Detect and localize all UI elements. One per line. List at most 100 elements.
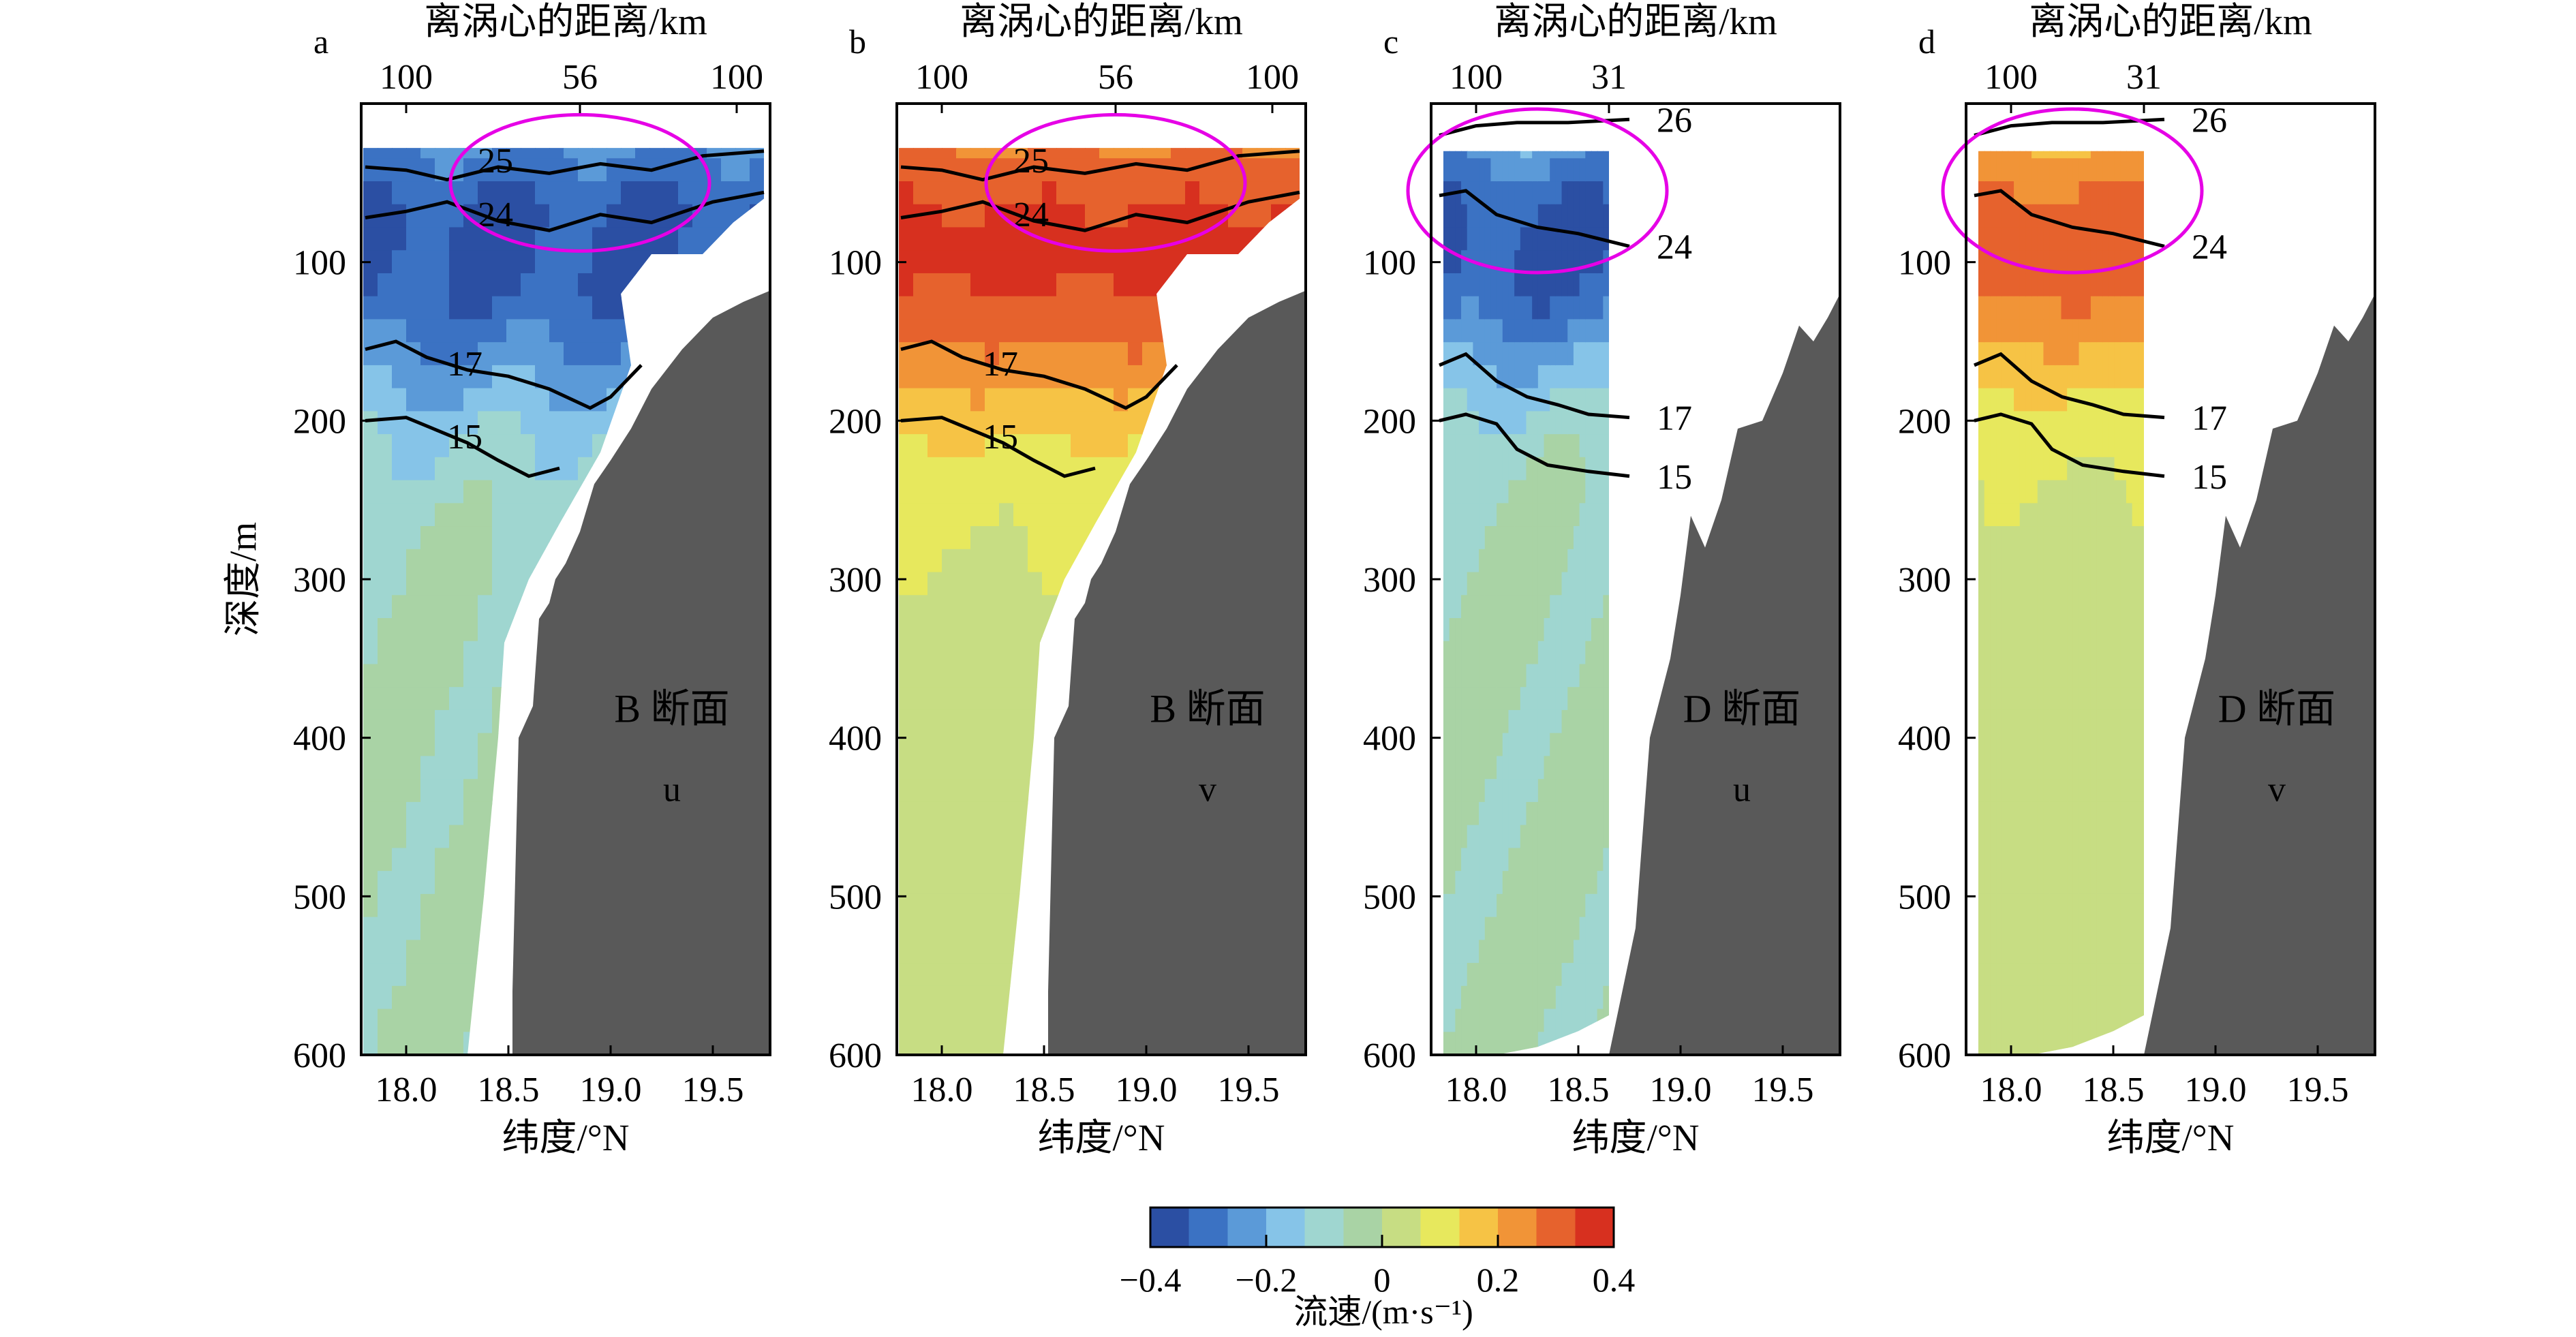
field-cell — [406, 434, 421, 458]
field-cell — [549, 148, 564, 159]
field-cell — [970, 595, 985, 619]
field-cell — [1449, 801, 1456, 826]
field-cell — [1585, 319, 1592, 343]
field-cell — [1013, 917, 1028, 941]
field-cell — [492, 779, 507, 803]
field-cell — [1978, 158, 1985, 183]
field-cell — [1099, 503, 1114, 527]
y-tick-label: 300 — [829, 561, 882, 600]
field-cell — [1013, 549, 1028, 573]
field-cell — [2002, 756, 2009, 780]
field-cell — [449, 296, 464, 320]
field-cell — [2085, 434, 2091, 458]
field-cell — [2079, 151, 2086, 159]
field-cell — [363, 181, 378, 205]
field-cell — [1484, 273, 1492, 297]
field-cell — [1561, 848, 1569, 872]
field-cell — [1532, 1032, 1539, 1055]
field-cell — [492, 664, 507, 688]
field-cell — [2037, 503, 2044, 527]
field-cell — [2019, 273, 2027, 297]
field-cell — [2085, 273, 2091, 297]
field-cell — [392, 457, 407, 481]
field-cell — [2031, 319, 2038, 343]
field-cell — [2049, 250, 2056, 274]
field-cell — [2072, 1009, 2080, 1033]
field-cell — [1978, 756, 1985, 780]
field-cell — [2096, 917, 2104, 941]
field-cell — [999, 480, 1014, 504]
field-cell — [1199, 319, 1214, 343]
field-cell — [927, 503, 942, 527]
field-cell — [1544, 595, 1551, 619]
field-cell — [1449, 151, 1456, 159]
field-cell — [1603, 687, 1609, 711]
field-cell — [1461, 227, 1468, 251]
field-cell — [2008, 480, 2015, 504]
field-cell — [1473, 227, 1480, 251]
field-cell — [2055, 801, 2062, 826]
field-cell — [2043, 526, 2051, 550]
field-cell — [1142, 365, 1157, 389]
isotherm-label: 15 — [447, 418, 482, 457]
field-cell — [506, 618, 521, 642]
field-cell — [1114, 434, 1129, 458]
field-cell — [707, 227, 722, 251]
y-axis-label: 深度/m — [222, 522, 264, 636]
field-cell — [363, 480, 378, 504]
field-cell — [1455, 227, 1462, 251]
field-cell — [1502, 296, 1509, 320]
field-cell — [1199, 181, 1214, 205]
field-cell — [1561, 940, 1569, 964]
field-cell — [535, 572, 550, 596]
field-cell — [1544, 709, 1551, 734]
field-cell — [2138, 985, 2144, 1010]
field-cell — [2138, 250, 2144, 274]
field-cell — [1555, 204, 1563, 228]
field-cell — [478, 756, 493, 780]
field-cell — [1497, 963, 1503, 987]
field-cell — [1502, 342, 1509, 366]
field-cell — [2002, 411, 2009, 435]
field-cell — [1497, 917, 1503, 941]
field-cell — [1467, 963, 1474, 987]
field-cell — [2043, 457, 2051, 481]
field-cell — [2079, 434, 2086, 458]
field-cell — [1490, 457, 1498, 481]
field-cell — [1514, 595, 1521, 619]
field-cell — [2126, 526, 2133, 550]
field-cell — [1455, 1032, 1462, 1055]
field-cell — [1056, 319, 1071, 343]
field-cell — [2126, 319, 2133, 343]
field-cell — [2061, 365, 2068, 389]
field-cell — [1271, 204, 1286, 228]
field-cell — [1520, 457, 1527, 481]
field-cell — [1508, 549, 1516, 573]
isotherm-24 — [1974, 189, 2165, 248]
field-cell — [1461, 365, 1468, 389]
field-cell — [420, 940, 435, 964]
field-cell — [435, 940, 450, 964]
field-cell — [985, 526, 1000, 550]
field-cell — [392, 204, 407, 228]
field-cell — [1591, 893, 1598, 918]
field-cell — [913, 388, 928, 412]
field-cell — [2138, 181, 2144, 205]
y-tick-label: 600 — [293, 1036, 346, 1075]
field-cell — [1142, 342, 1157, 366]
field-cell — [2090, 434, 2098, 458]
field-cell — [1497, 801, 1503, 826]
field-cell — [1990, 893, 1997, 918]
field-cell — [2138, 151, 2144, 159]
field-cell — [2049, 871, 2056, 895]
field-cell — [1537, 893, 1545, 918]
field-cell — [927, 204, 942, 228]
field-cell — [1013, 480, 1028, 504]
field-cell — [2120, 871, 2127, 895]
field-cell — [1537, 687, 1545, 711]
field-cell — [564, 434, 579, 458]
field-cell — [899, 549, 914, 573]
field-cell — [999, 388, 1014, 412]
field-cell — [2085, 985, 2091, 1010]
component-label: v — [1199, 771, 1216, 810]
